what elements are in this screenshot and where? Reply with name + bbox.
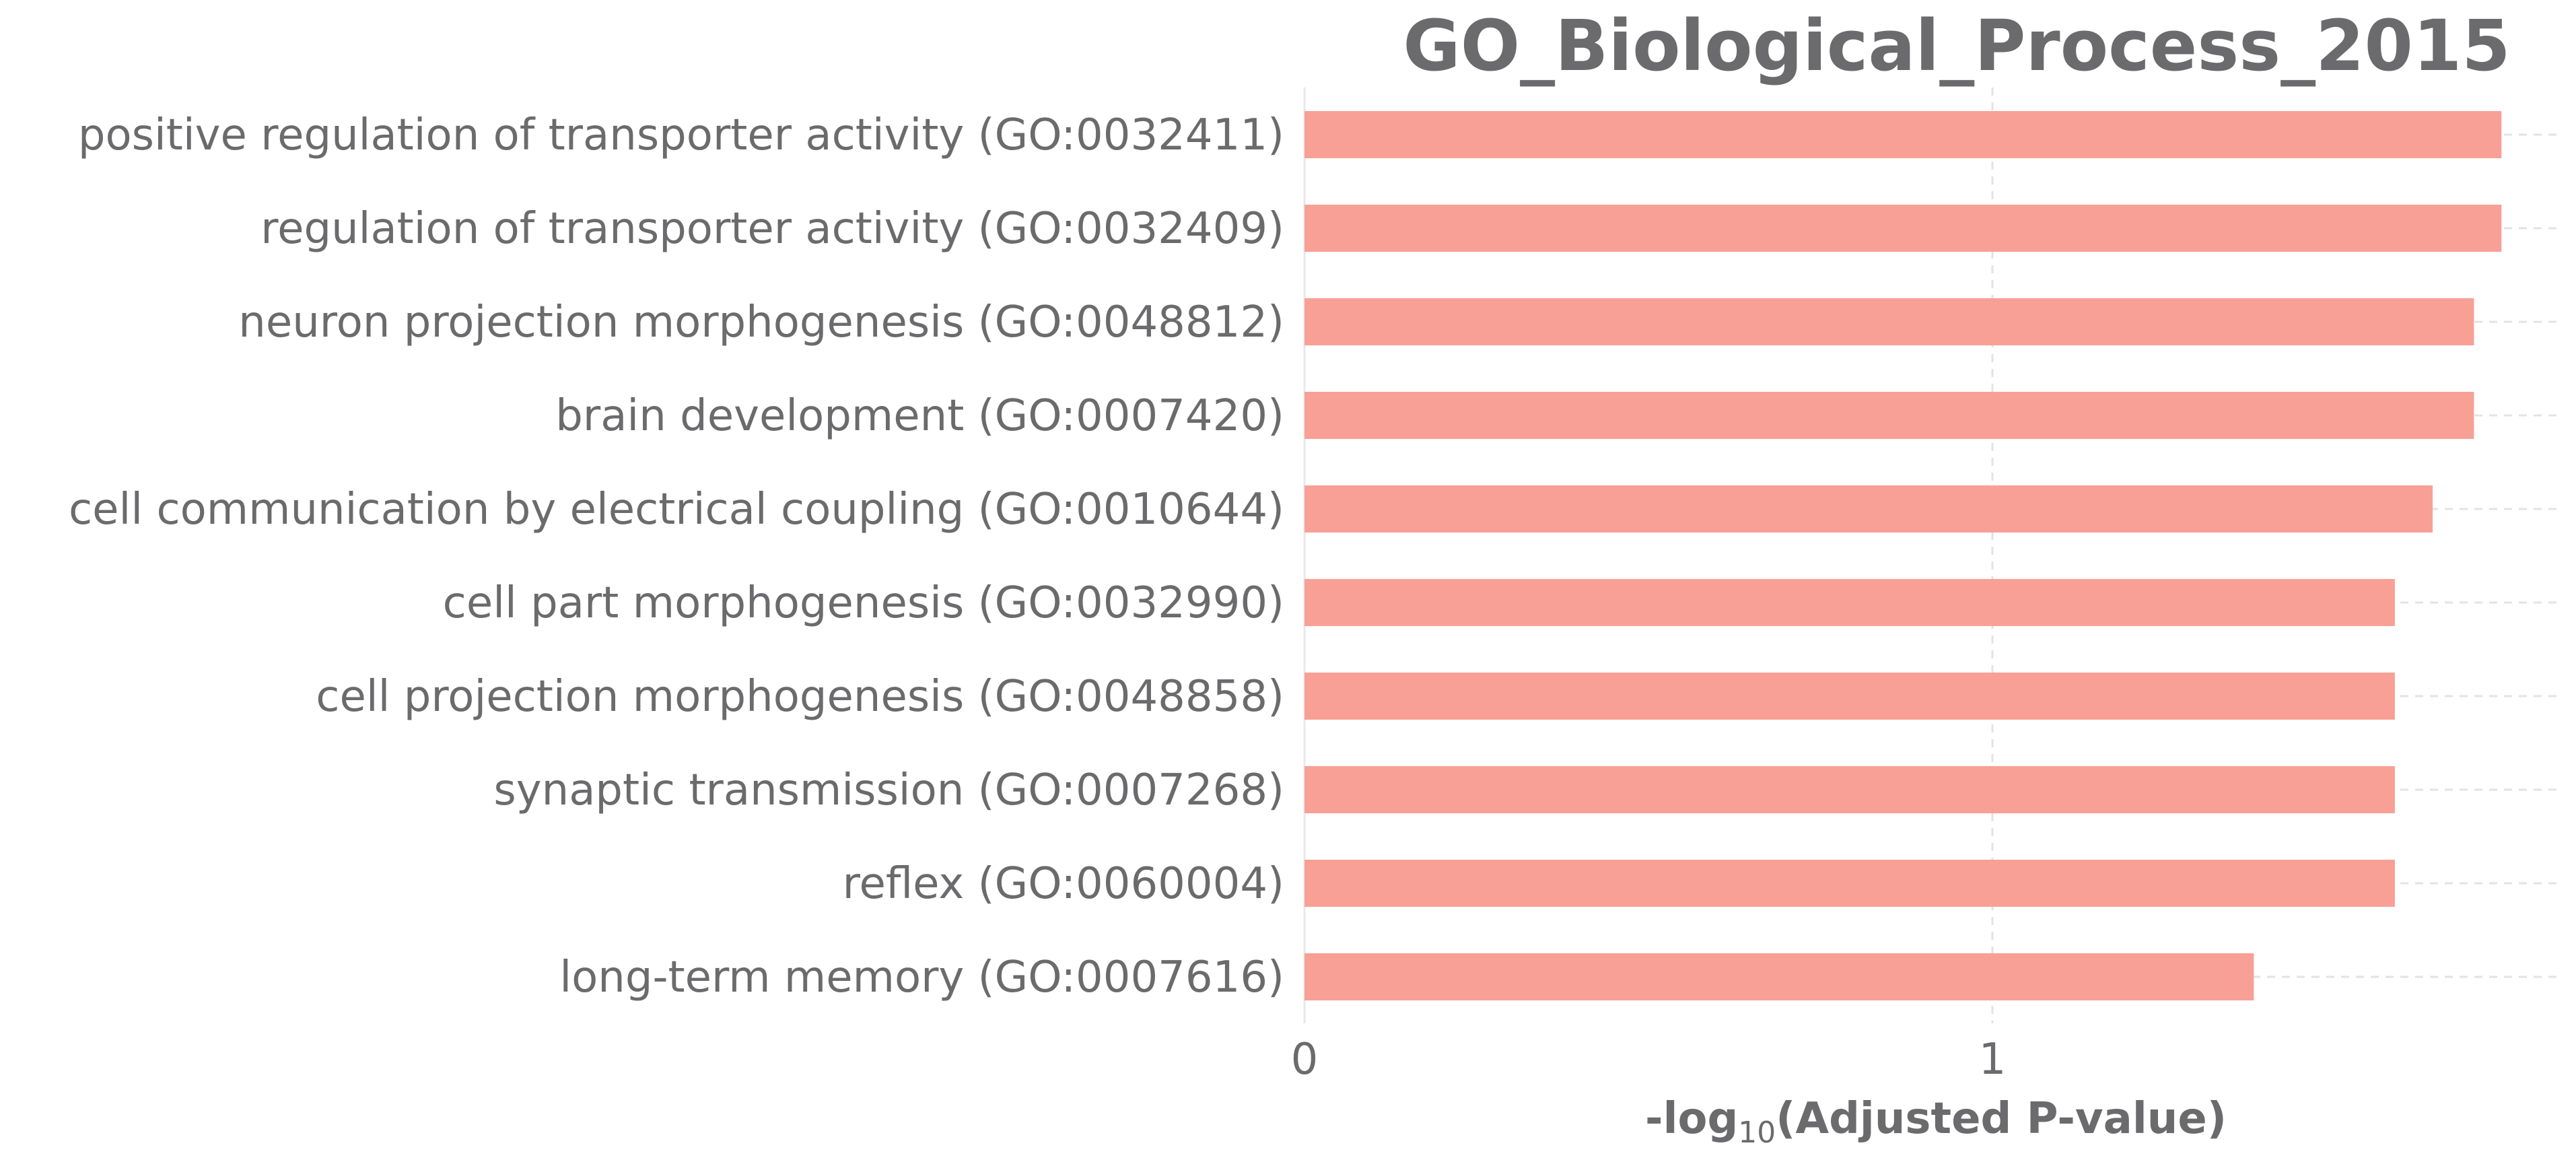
chart-title: GO_Biological_Process_2015 (1403, 5, 2510, 87)
bar (1304, 673, 2395, 720)
category-label: regulation of transporter activity (GO:0… (260, 204, 1284, 254)
bars (1304, 111, 2502, 1000)
x-axis-label-prefix: -log (1645, 1094, 1738, 1144)
bar (1304, 298, 2474, 345)
bar (1304, 953, 2254, 1000)
category-label: reflex (GO:0060004) (843, 859, 1284, 909)
category-label: synaptic transmission (GO:0007268) (493, 765, 1284, 815)
bar (1304, 766, 2395, 813)
x-tick-label: 0 (1291, 1035, 1319, 1085)
bar (1304, 860, 2395, 907)
category-label: brain development (GO:0007420) (555, 391, 1284, 441)
category-label: neuron projection morphogenesis (GO:0048… (238, 298, 1284, 347)
bar (1304, 392, 2474, 439)
category-label: cell projection morphogenesis (GO:004885… (316, 672, 1284, 722)
x-tick-label: 1 (1979, 1035, 2007, 1085)
bar (1304, 205, 2502, 252)
bar (1304, 111, 2502, 158)
category-label: cell part morphogenesis (GO:0032990) (443, 578, 1284, 628)
category-label: cell communication by electrical couplin… (69, 485, 1284, 535)
x-axis-label-subscript: 10 (1738, 1116, 1776, 1150)
bar (1304, 579, 2395, 626)
bar (1304, 485, 2433, 533)
category-labels: positive regulation of transporter activ… (69, 110, 1284, 1002)
category-label: long-term memory (GO:0007616) (559, 953, 1284, 1002)
x-axis-label: -log10(Adjusted P-value) (1645, 1094, 2227, 1150)
category-label: positive regulation of transporter activ… (78, 110, 1284, 160)
x-axis-label-suffix: (Adjusted P-value) (1776, 1094, 2227, 1144)
